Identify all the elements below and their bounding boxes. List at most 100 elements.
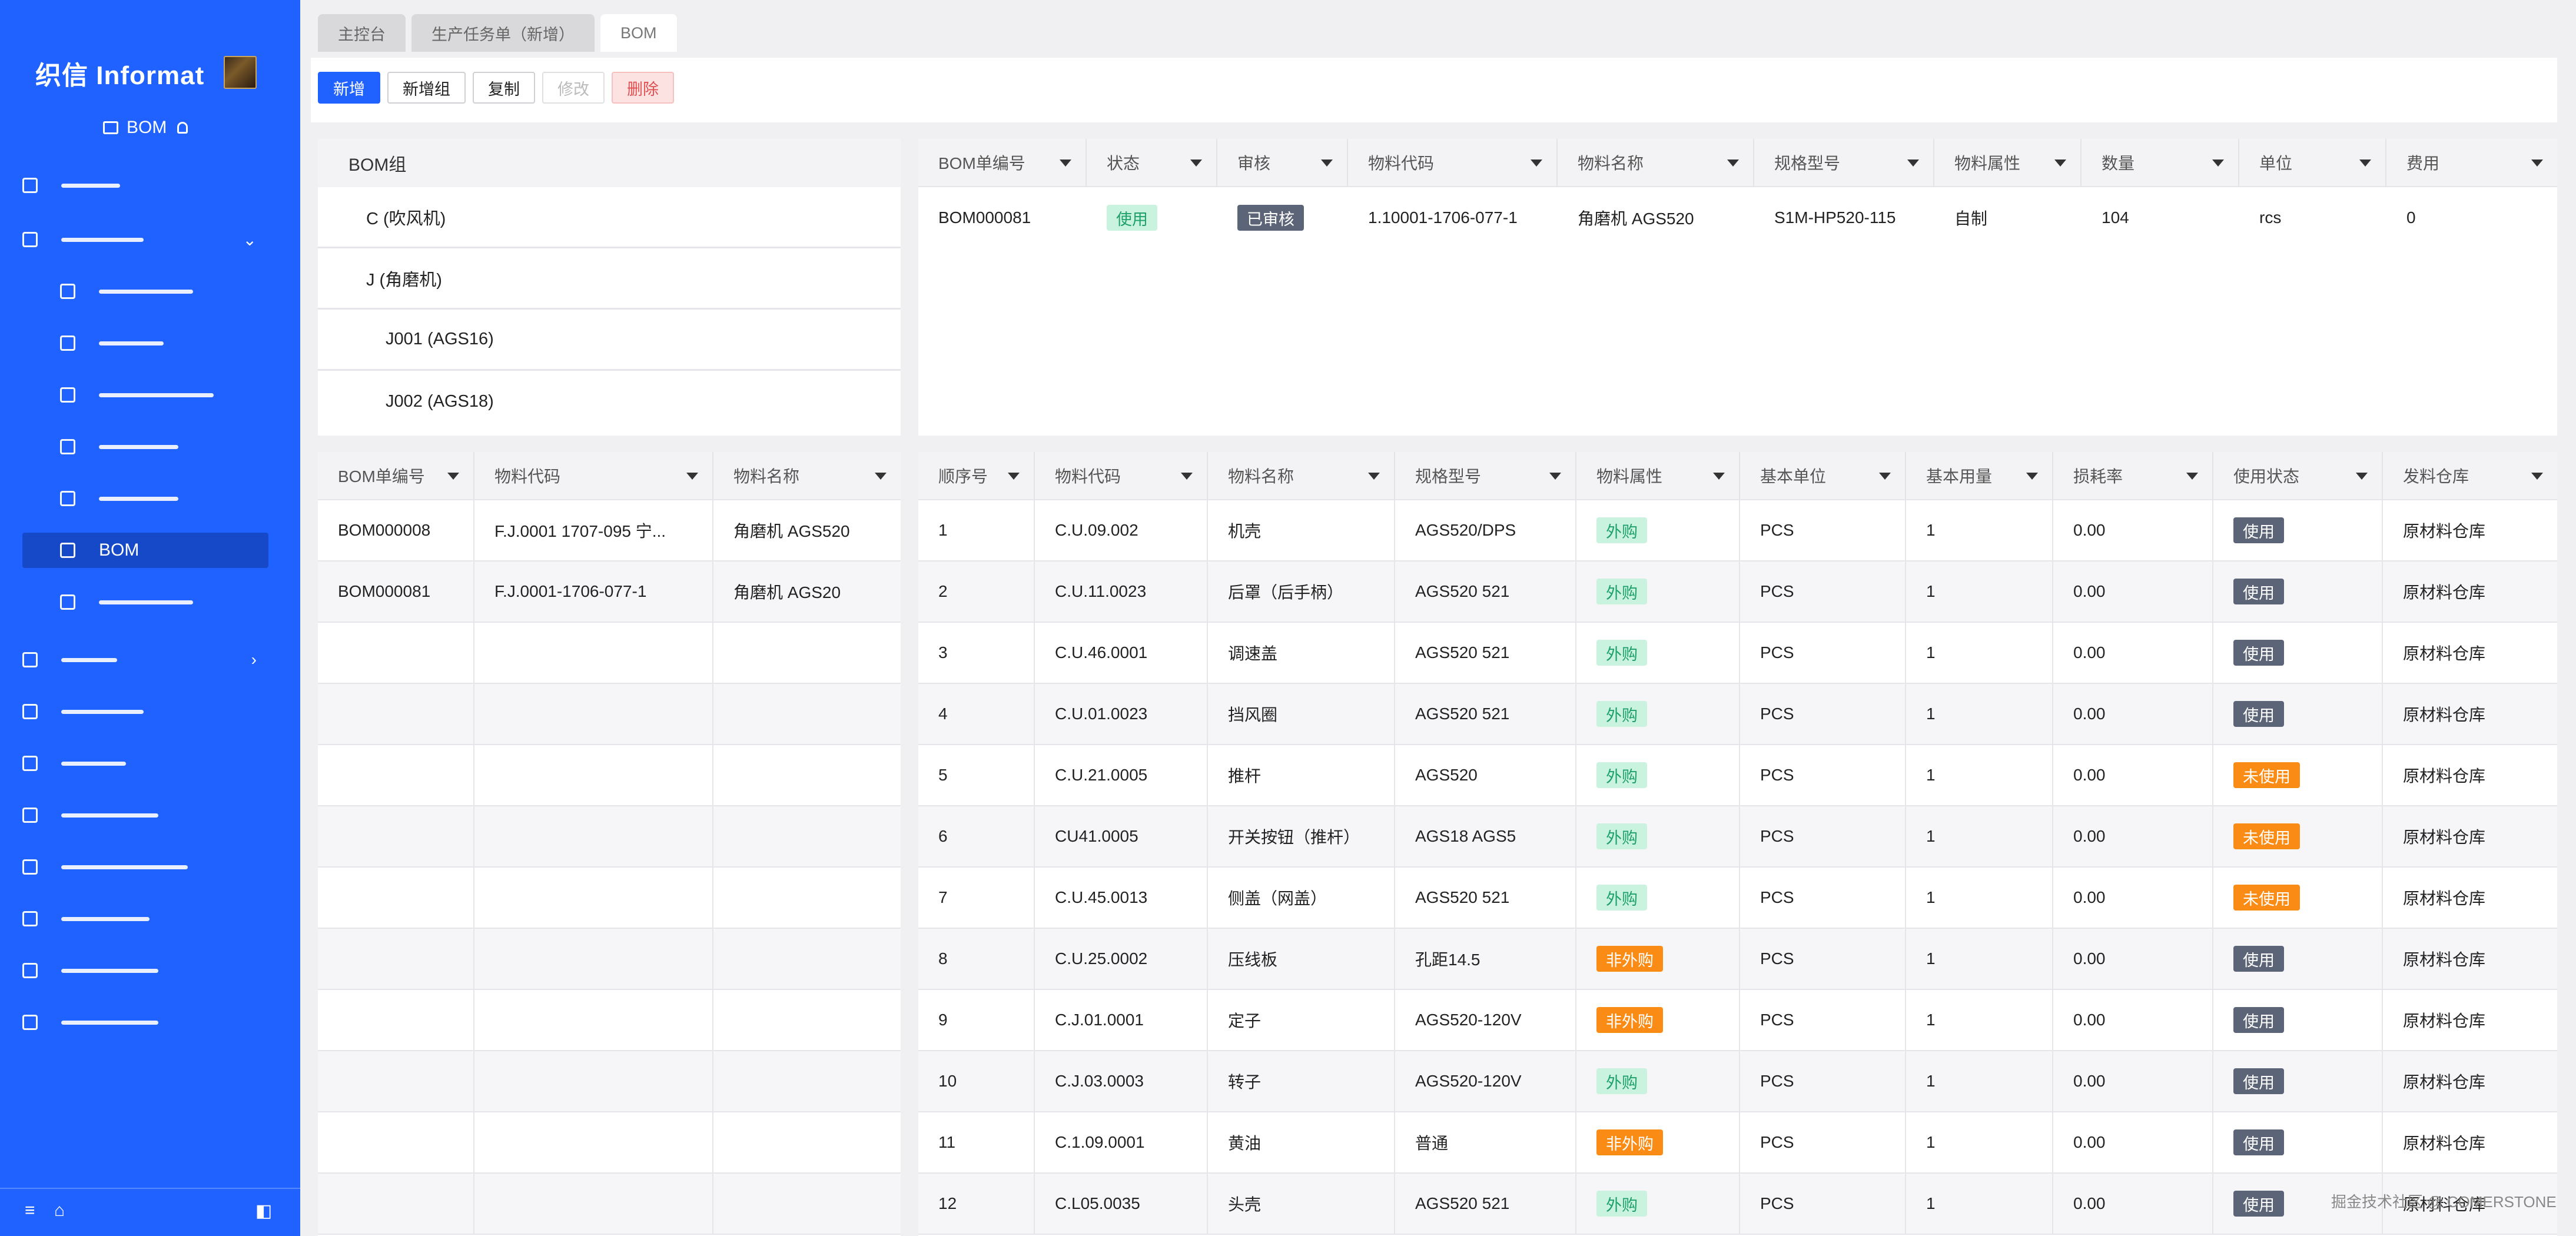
table-row[interactable]: 11 C.1.09.0001 黄油 普通 非外购 PCS 1 0.00 使用 原材料仓库 bbox=[918, 1112, 2557, 1174]
table-row[interactable]: 2 C.U.11.0023 后罩（后手柄） AGS520 521 外购 PCS 1 0.00 使… bbox=[918, 561, 2557, 623]
tree-node[interactable]: J002 (AGS18) bbox=[386, 391, 494, 411]
table-row[interactable]: 7 C.U.45.0013 侧盖（网盖） AGS520 521 外购 PCS 1 0.00 未使… bbox=[918, 868, 2557, 929]
column-header[interactable]: 规格型号 bbox=[1754, 139, 1934, 186]
home-icon[interactable]: ⌂ bbox=[54, 1201, 65, 1220]
sort-caret-icon[interactable] bbox=[875, 473, 887, 480]
column-header[interactable]: 物料名称 bbox=[1558, 139, 1754, 186]
table-row[interactable]: BOM000081 F.J.0001-1706-077-1 角磨机 AGS20 bbox=[318, 561, 901, 623]
tree-node[interactable]: C (吹风机) bbox=[318, 187, 901, 248]
sort-caret-icon[interactable] bbox=[2531, 473, 2543, 480]
tree-node[interactable]: J001 (AGS16) bbox=[318, 310, 901, 371]
table-row[interactable]: 5 C.U.21.0005 推杆 AGS520 外购 PCS 1 0.00 未使用 原材料仓库 bbox=[918, 745, 2557, 806]
tree-node[interactable]: J (角磨机) bbox=[318, 248, 901, 310]
sort-caret-icon[interactable] bbox=[1713, 473, 1725, 480]
sort-caret-icon[interactable] bbox=[1727, 160, 1739, 167]
sidebar-item[interactable] bbox=[22, 953, 268, 988]
tab-bom[interactable]: BOM bbox=[600, 14, 677, 52]
sidebar-subitem[interactable] bbox=[22, 325, 268, 361]
cell-warehouse: 原材料仓库 bbox=[2403, 644, 2486, 663]
sort-caret-icon[interactable] bbox=[2212, 160, 2224, 167]
column-header[interactable]: 规格型号 bbox=[1395, 452, 1576, 499]
sidebar-item[interactable] bbox=[22, 849, 268, 885]
sidebar-item[interactable] bbox=[22, 1005, 268, 1040]
add-button[interactable]: 新增 bbox=[318, 72, 380, 104]
column-header[interactable]: 物料属性 bbox=[1934, 139, 2082, 186]
table-row[interactable]: 3 C.U.46.0001 调速盖 AGS520 521 外购 PCS 1 0.00 使用 原材料… bbox=[918, 623, 2557, 684]
avatar[interactable] bbox=[224, 56, 257, 89]
sort-caret-icon[interactable] bbox=[1190, 160, 1202, 167]
sort-caret-icon[interactable] bbox=[1181, 473, 1193, 480]
column-header[interactable]: BOM单编号 bbox=[318, 452, 474, 499]
column-header[interactable]: 损耗率 bbox=[2053, 452, 2213, 499]
tab-dashboard[interactable]: 主控台 bbox=[318, 14, 406, 52]
column-header[interactable]: 数量 bbox=[2082, 139, 2239, 186]
column-header[interactable]: BOM单编号 bbox=[918, 139, 1087, 186]
sidebar-subitem[interactable] bbox=[22, 481, 268, 516]
column-header[interactable]: 物料代码 bbox=[1035, 452, 1208, 499]
sort-caret-icon[interactable] bbox=[1549, 473, 1561, 480]
sidebar-subitem[interactable] bbox=[22, 377, 268, 413]
collapse-icon[interactable]: ◧ bbox=[255, 1201, 273, 1221]
table-row[interactable]: 8 C.U.25.0002 压线板 孔距14.5 非外购 PCS 1 0.00 使用 原材料仓库 bbox=[918, 929, 2557, 990]
sort-caret-icon[interactable] bbox=[1060, 160, 1071, 167]
sort-caret-icon[interactable] bbox=[2026, 473, 2038, 480]
tab-production-order[interactable]: 生产任务单（新增） bbox=[411, 14, 595, 52]
sort-caret-icon[interactable] bbox=[1321, 160, 1333, 167]
sidebar-item-bom[interactable]: BOM bbox=[22, 533, 268, 568]
table-row[interactable]: 9 C.J.01.0001 定子 AGS520-120V 非外购 PCS 1 0.00 使用 原材… bbox=[918, 990, 2557, 1051]
sort-caret-icon[interactable] bbox=[2186, 473, 2198, 480]
bell-icon[interactable] bbox=[177, 122, 188, 134]
sort-caret-icon[interactable] bbox=[1008, 473, 1020, 480]
column-header[interactable]: 基本单位 bbox=[1740, 452, 1906, 499]
cell-attr: 外购 bbox=[1576, 745, 1740, 805]
sort-caret-icon[interactable] bbox=[1879, 473, 1891, 480]
column-header[interactable]: 物料属性 bbox=[1576, 452, 1740, 499]
column-header[interactable]: 物料代码 bbox=[474, 452, 713, 499]
sidebar-subitem[interactable] bbox=[22, 584, 268, 620]
sort-caret-icon[interactable] bbox=[1531, 160, 1542, 167]
column-header[interactable]: 审核 bbox=[1217, 139, 1348, 186]
sidebar-item-group[interactable]: › bbox=[22, 642, 268, 677]
sort-caret-icon[interactable] bbox=[2531, 160, 2543, 167]
sidebar-item[interactable] bbox=[22, 746, 268, 781]
column-header[interactable]: 发料仓库 bbox=[2383, 452, 2557, 499]
column-header[interactable]: 物料名称 bbox=[1208, 452, 1395, 499]
sidebar-item-group[interactable]: ⌄ bbox=[22, 222, 268, 257]
sort-caret-icon[interactable] bbox=[447, 473, 459, 480]
table-row[interactable]: 6 CU41.0005 开关按钮（推杆） AGS18 AGS5 外购 PCS 1 0.00 未使… bbox=[918, 806, 2557, 868]
edit-button[interactable]: 修改 bbox=[542, 72, 605, 104]
table-row[interactable]: BOM000008 F.J.0001 1707-095 宁... 角磨机 AGS… bbox=[318, 500, 901, 561]
cell-qty: 1 bbox=[1906, 806, 2053, 866]
cell-unit: PCS bbox=[1740, 745, 1906, 805]
column-header[interactable]: 顺序号 bbox=[918, 452, 1035, 499]
column-header[interactable]: 使用状态 bbox=[2213, 452, 2383, 499]
sort-caret-icon[interactable] bbox=[1368, 473, 1380, 480]
sidebar-item[interactable] bbox=[22, 694, 268, 729]
copy-button[interactable]: 复制 bbox=[473, 72, 535, 104]
sort-caret-icon[interactable] bbox=[2356, 473, 2368, 480]
table-row[interactable]: 12 C.L05.0035 头壳 AGS520 521 外购 PCS 1 0.00 使用 原材料仓… bbox=[918, 1174, 2557, 1235]
table-row[interactable]: 4 C.U.01.0023 挡风圈 AGS520 521 外购 PCS 1 0.00 使用 原材料… bbox=[918, 684, 2557, 745]
column-header[interactable]: 单位 bbox=[2239, 139, 2386, 186]
column-header[interactable]: 物料代码 bbox=[1348, 139, 1558, 186]
add-group-button[interactable]: 新增组 bbox=[387, 72, 466, 104]
sort-caret-icon[interactable] bbox=[2054, 160, 2066, 167]
cell-material-code: C.U.01.0023 bbox=[1035, 684, 1208, 744]
sidebar-subitem[interactable] bbox=[22, 429, 268, 464]
column-header[interactable]: 状态 bbox=[1087, 139, 1217, 186]
column-header[interactable]: 基本用量 bbox=[1906, 452, 2053, 499]
menu-icon[interactable]: ≡ bbox=[25, 1201, 35, 1220]
column-header[interactable]: 费用 bbox=[2386, 139, 2557, 186]
sidebar-item-user[interactable] bbox=[22, 168, 268, 203]
table-row[interactable]: 10 C.J.03.0003 转子 AGS520-120V 外购 PCS 1 0.00 使用 原材… bbox=[918, 1051, 2557, 1112]
sort-caret-icon[interactable] bbox=[1907, 160, 1919, 167]
table-row[interactable]: 1 C.U.09.002 机壳 AGS520/DPS 外购 PCS 1 0.00 使用 原材料仓库 bbox=[918, 500, 2557, 561]
delete-button[interactable]: 删除 bbox=[612, 72, 674, 104]
sidebar-item[interactable] bbox=[22, 901, 268, 936]
sidebar-subitem[interactable] bbox=[22, 274, 268, 309]
column-header[interactable]: 物料名称 bbox=[713, 452, 901, 499]
sort-caret-icon[interactable] bbox=[2359, 160, 2371, 167]
sidebar-item[interactable] bbox=[22, 798, 268, 833]
table-row[interactable]: BOM000081 使用 已审核 1.10001-1706-077-1 角磨机 … bbox=[918, 187, 2557, 248]
sort-caret-icon[interactable] bbox=[686, 473, 698, 480]
